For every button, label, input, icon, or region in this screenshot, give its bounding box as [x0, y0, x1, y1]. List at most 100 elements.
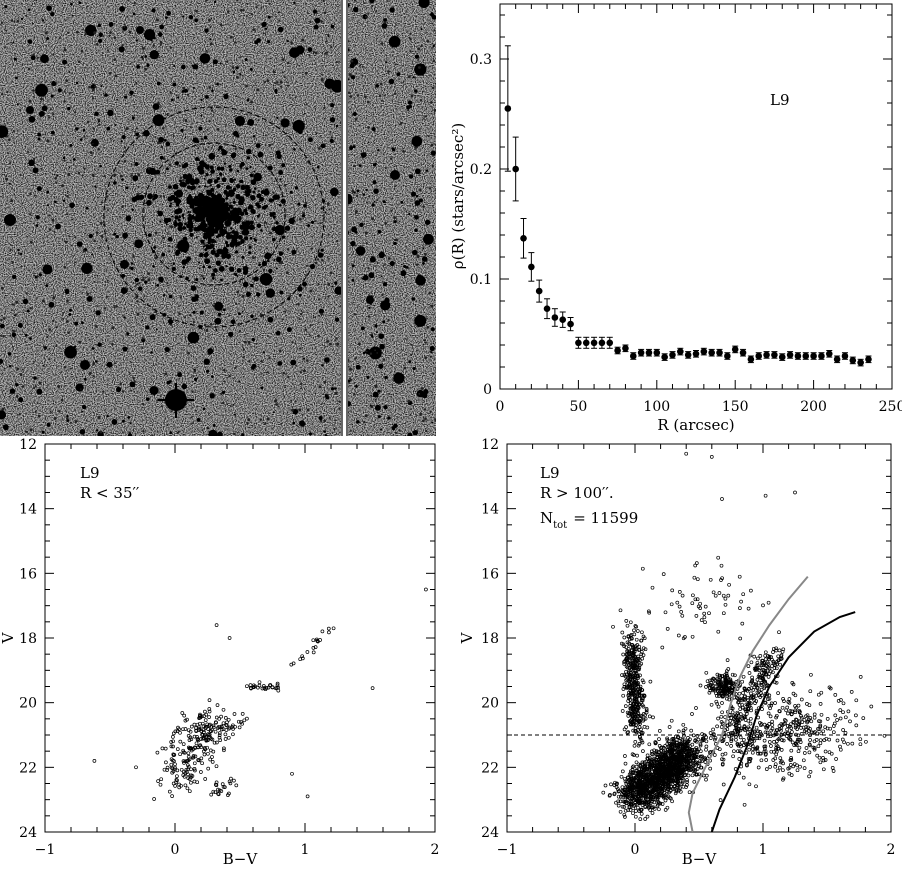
sky-star-1594 [376, 364, 378, 366]
sky-star-1653 [330, 387, 335, 391]
sky-star-2301 [183, 162, 189, 168]
sky-star-1538 [52, 113, 55, 116]
sky-star-1622 [421, 256, 428, 262]
sky-star-425 [210, 375, 214, 378]
c-star-780 [634, 809, 638, 813]
sky-star-235 [321, 51, 324, 54]
sky-star-1489 [369, 0, 375, 4]
density-point-7 [559, 316, 567, 324]
sky-star-657 [177, 96, 180, 99]
sky-star-101 [232, 158, 234, 160]
sky-star-432 [260, 373, 263, 375]
sky-star-1520 [372, 163, 377, 167]
sky-star-706 [278, 262, 281, 265]
sky-star-52 [316, 258, 320, 261]
sky-star-347 [324, 434, 328, 436]
c-y-tick-label-4: 20 [481, 696, 499, 712]
sky-star-215 [306, 11, 309, 13]
b-star-309 [326, 626, 331, 631]
density-points [504, 45, 872, 367]
sky-star-2 [259, 418, 263, 421]
sky-star-1498 [19, 174, 22, 176]
sky-star-1153 [380, 300, 383, 303]
density-point-34 [771, 351, 778, 359]
sky-star-622 [236, 137, 238, 139]
b-star-42 [223, 737, 228, 741]
sky-star-1025 [60, 398, 64, 402]
sky-star-481 [260, 7, 263, 9]
sky-star-1382 [391, 147, 394, 150]
sky-star-1984 [172, 183, 179, 190]
sky-star-645 [297, 286, 303, 292]
sky-star-374 [305, 103, 308, 106]
sky-star-754 [101, 329, 103, 331]
sky-star-1924 [290, 219, 294, 222]
sky-star-472 [273, 14, 275, 16]
sky-star-2017 [234, 250, 239, 254]
c-star-1340 [655, 766, 660, 771]
sky-star-2303 [235, 214, 240, 219]
sky-star-1603 [338, 83, 341, 85]
sky-star-700 [292, 408, 299, 415]
density-point-4 [535, 287, 543, 295]
sky-star-937 [35, 409, 38, 412]
sky-star-2170 [181, 259, 188, 265]
sky-star-1001 [160, 145, 164, 149]
sky-star-1009 [10, 41, 12, 44]
sky-star-1054 [257, 364, 259, 366]
sky-star-1293 [423, 233, 434, 245]
sky-star-168 [289, 293, 292, 296]
sky-star-765 [105, 195, 109, 198]
sky-star-627 [41, 105, 48, 112]
sky-star-259 [104, 93, 108, 97]
c-star-1250 [645, 785, 650, 790]
density-point-11 [590, 339, 598, 347]
sky-star-333 [268, 268, 273, 274]
sky-star-1524 [125, 209, 127, 211]
sky-star-253 [248, 360, 251, 363]
sky-star-1111 [314, 261, 318, 265]
c-star-1170 [655, 786, 659, 790]
sky-star-1252 [280, 261, 284, 264]
sky-star-1005 [14, 313, 17, 316]
c-star-1655 [622, 673, 627, 677]
c-star-1399 [647, 774, 652, 779]
sky-star-698 [236, 290, 240, 294]
sky-star-362 [159, 195, 162, 198]
sky-star-648 [215, 287, 217, 290]
sky-star-213 [308, 54, 311, 57]
sky-star-1215 [317, 283, 320, 286]
b-star-234 [173, 767, 177, 772]
sky-star-923 [70, 160, 72, 162]
b-star-149 [203, 747, 207, 751]
sky-star-993 [320, 78, 324, 81]
sky-star-418 [426, 317, 428, 320]
sky-star-534 [62, 141, 65, 144]
sky-star-486 [13, 405, 16, 408]
sky-star-1650 [88, 372, 92, 375]
sky-star-509 [167, 262, 170, 264]
b-star-255 [167, 789, 172, 794]
c-star-1222 [652, 800, 657, 805]
b-star-66 [178, 730, 182, 735]
density-point-12 [598, 339, 606, 347]
sky-star-2158 [232, 130, 239, 137]
sky-star-273 [299, 293, 302, 297]
sky-star-95 [400, 121, 403, 125]
sky-star-61 [144, 277, 147, 279]
sky-star-1470 [38, 110, 45, 117]
b-star-314 [289, 662, 294, 667]
sky-star-575 [383, 405, 388, 410]
b-star-219 [210, 760, 215, 764]
sky-star-140 [94, 111, 99, 116]
sky-star-1198 [48, 358, 51, 361]
b-star-121 [223, 716, 228, 720]
sky-star-65 [312, 316, 315, 319]
sky-star-216 [356, 420, 360, 424]
sky-star-1344 [350, 75, 356, 80]
c-star-1352 [668, 764, 673, 769]
sky-star-109 [217, 431, 223, 436]
sky-star-1002 [422, 90, 424, 93]
a-x-tick-label-2: 100 [643, 399, 670, 415]
sky-star-694 [429, 345, 435, 352]
